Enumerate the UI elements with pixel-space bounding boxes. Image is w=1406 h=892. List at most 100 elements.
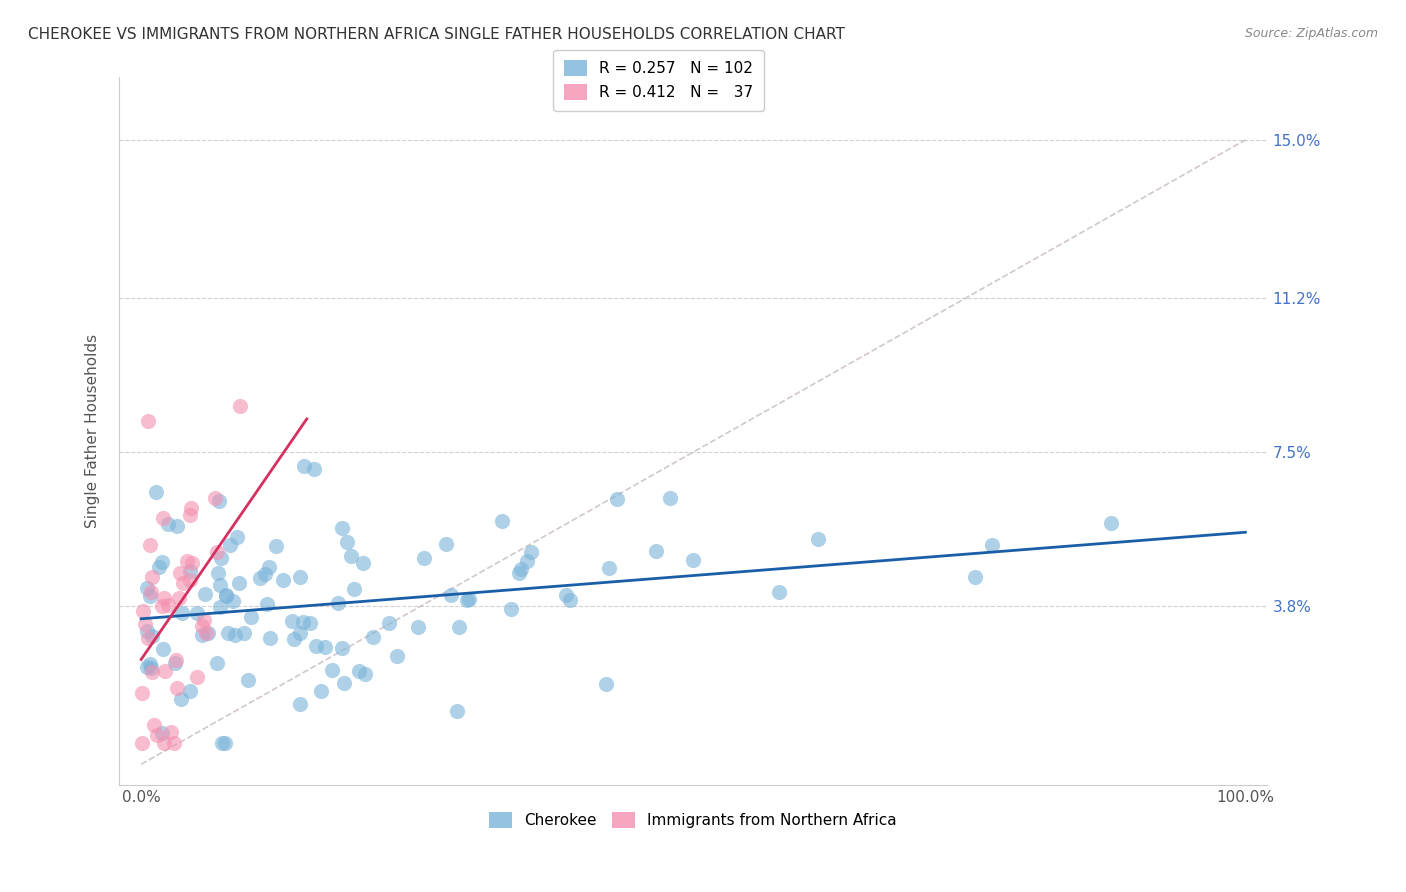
Point xyxy=(179,508,201,522)
Point xyxy=(299,615,322,630)
Point xyxy=(153,736,176,750)
Point xyxy=(378,615,401,630)
Point xyxy=(141,665,163,680)
Point xyxy=(305,639,328,653)
Point xyxy=(606,491,628,506)
Point xyxy=(131,685,153,699)
Point xyxy=(240,609,263,624)
Point xyxy=(150,725,173,739)
Point xyxy=(207,656,229,670)
Point xyxy=(194,625,217,640)
Point xyxy=(139,584,162,599)
Point xyxy=(191,628,214,642)
Point xyxy=(165,653,187,667)
Point xyxy=(214,736,236,750)
Point xyxy=(238,673,260,687)
Point xyxy=(510,562,533,576)
Point xyxy=(560,593,582,607)
Text: Source: ZipAtlas.com: Source: ZipAtlas.com xyxy=(1244,27,1378,40)
Point xyxy=(229,399,252,413)
Point xyxy=(169,566,191,580)
Point xyxy=(228,576,250,591)
Point xyxy=(209,577,232,591)
Point xyxy=(508,566,530,581)
Point xyxy=(135,581,157,595)
Point xyxy=(186,670,208,684)
Point xyxy=(353,667,375,681)
Point xyxy=(215,589,238,603)
Point xyxy=(385,648,408,663)
Point xyxy=(682,553,704,567)
Point xyxy=(336,534,359,549)
Point xyxy=(152,510,174,524)
Point xyxy=(208,494,231,508)
Text: CHEROKEE VS IMMIGRANTS FROM NORTHERN AFRICA SINGLE FATHER HOUSEHOLDS CORRELATION: CHEROKEE VS IMMIGRANTS FROM NORTHERN AFR… xyxy=(28,27,845,42)
Point xyxy=(166,519,188,533)
Point xyxy=(361,630,384,644)
Point xyxy=(132,604,155,618)
Point xyxy=(259,560,281,574)
Point xyxy=(768,585,790,599)
Point xyxy=(180,556,202,570)
Point xyxy=(645,544,668,558)
Point xyxy=(218,538,240,552)
Point xyxy=(150,599,173,614)
Point xyxy=(292,615,315,629)
Point xyxy=(146,728,169,742)
Point xyxy=(491,514,513,528)
Point xyxy=(330,640,353,655)
Point xyxy=(135,624,157,639)
Point xyxy=(981,538,1004,552)
Point xyxy=(446,704,468,718)
Point xyxy=(136,413,159,427)
Point xyxy=(135,659,157,673)
Point xyxy=(139,657,162,671)
Point xyxy=(412,551,434,566)
Point xyxy=(186,606,208,620)
Point xyxy=(139,538,162,552)
Point xyxy=(141,629,163,643)
Point xyxy=(288,626,311,640)
Point xyxy=(595,677,617,691)
Point xyxy=(217,625,239,640)
Point xyxy=(347,664,370,678)
Point xyxy=(519,544,541,558)
Point xyxy=(156,517,179,532)
Point xyxy=(148,559,170,574)
Point xyxy=(207,566,229,581)
Point xyxy=(209,550,232,565)
Point xyxy=(197,625,219,640)
Point xyxy=(254,567,277,582)
Point xyxy=(309,684,332,698)
Point xyxy=(330,521,353,535)
Point xyxy=(152,642,174,657)
Point xyxy=(209,599,232,614)
Point xyxy=(292,458,315,473)
Point xyxy=(163,736,186,750)
Point xyxy=(339,549,361,564)
Point xyxy=(456,592,478,607)
Point xyxy=(167,591,190,605)
Point xyxy=(458,592,481,607)
Point xyxy=(283,632,305,646)
Point xyxy=(166,681,188,695)
Point xyxy=(163,657,186,671)
Point xyxy=(179,564,201,578)
Point xyxy=(321,663,343,677)
Point xyxy=(222,594,245,608)
Point xyxy=(176,554,198,568)
Point xyxy=(225,530,247,544)
Point xyxy=(434,537,457,551)
Point xyxy=(259,631,281,645)
Point xyxy=(172,576,194,591)
Point xyxy=(598,561,620,575)
Y-axis label: Single Father Households: Single Father Households xyxy=(86,334,100,528)
Point xyxy=(333,676,356,690)
Point xyxy=(205,545,228,559)
Point xyxy=(170,606,193,620)
Point xyxy=(342,582,364,597)
Point xyxy=(1099,516,1122,530)
Point xyxy=(143,718,166,732)
Point xyxy=(150,555,173,569)
Point xyxy=(134,616,156,631)
